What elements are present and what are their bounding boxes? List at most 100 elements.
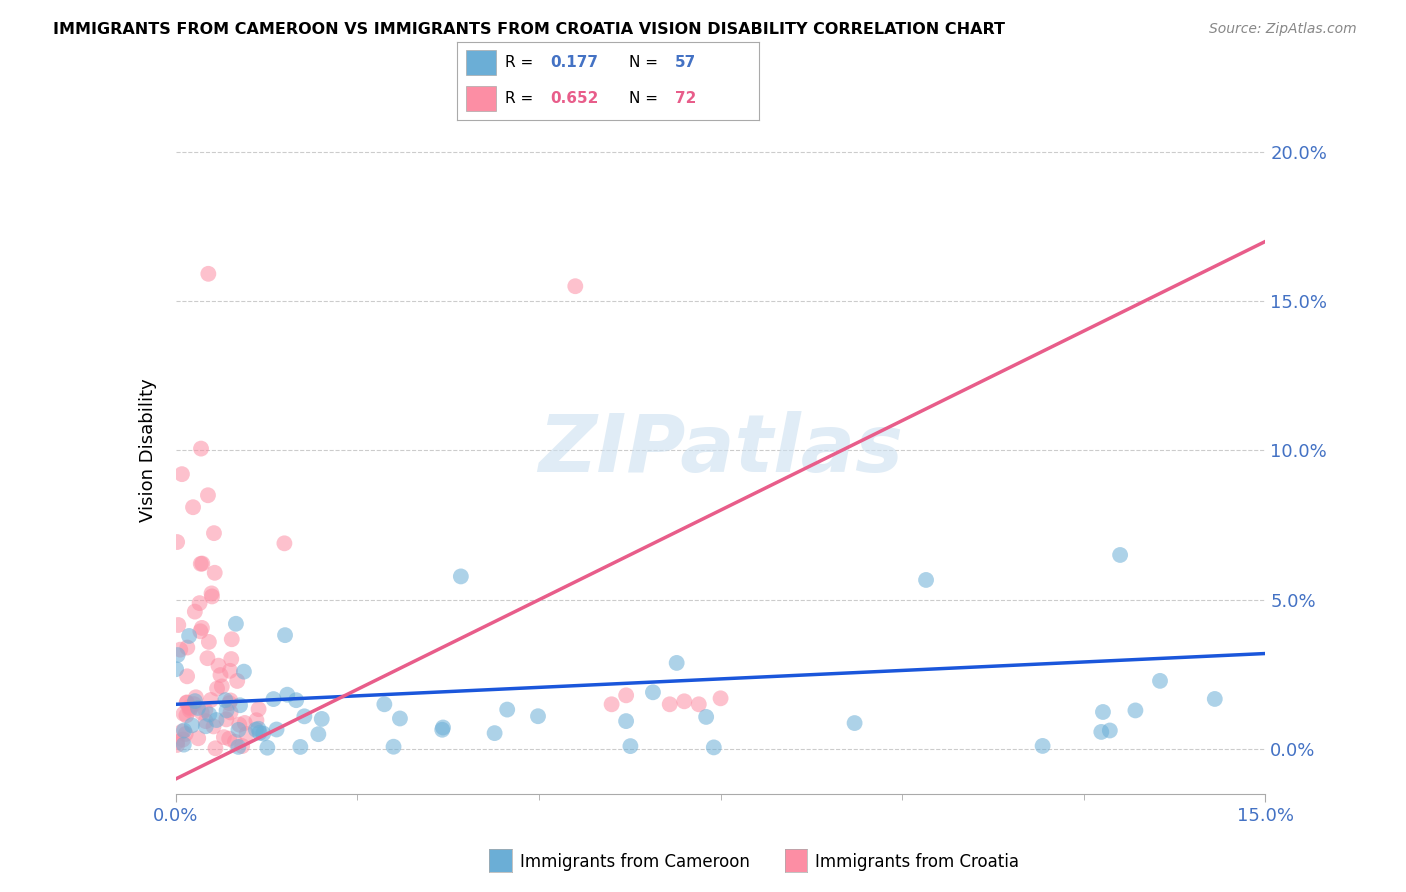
Point	[167, 618, 190, 632]
Point	[190, 557, 212, 571]
Point	[311, 712, 333, 726]
Point	[198, 707, 221, 722]
Point	[170, 467, 193, 482]
Point	[181, 500, 204, 515]
Point	[173, 723, 195, 738]
Point	[166, 535, 188, 549]
Point	[218, 696, 240, 710]
Point	[673, 694, 696, 708]
Point	[1098, 723, 1121, 738]
Point	[176, 708, 198, 723]
Point	[197, 267, 219, 281]
Point	[614, 689, 637, 703]
Point	[190, 624, 212, 639]
Text: R =: R =	[505, 54, 538, 70]
Point	[184, 694, 207, 708]
Point	[228, 723, 250, 737]
Point	[844, 716, 866, 731]
Point	[173, 706, 195, 721]
Point	[176, 640, 198, 655]
Point	[382, 739, 405, 754]
Point	[1090, 725, 1112, 739]
Point	[204, 741, 226, 756]
Point	[307, 727, 329, 741]
Point	[194, 719, 217, 733]
Text: Source: ZipAtlas.com: Source: ZipAtlas.com	[1209, 22, 1357, 37]
Point	[190, 442, 212, 456]
Point	[915, 573, 938, 587]
Point	[432, 723, 454, 737]
Point	[388, 711, 411, 725]
Point	[204, 566, 226, 580]
Text: Immigrants from Croatia: Immigrants from Croatia	[815, 853, 1019, 871]
Point	[183, 697, 205, 711]
Point	[1109, 548, 1132, 562]
Point	[1091, 705, 1114, 719]
Point	[188, 596, 211, 610]
Point	[450, 569, 472, 583]
Point	[202, 526, 225, 541]
Point	[179, 703, 201, 717]
Text: 72: 72	[675, 91, 696, 106]
Point	[600, 698, 623, 712]
Point	[209, 668, 232, 682]
Point	[695, 710, 717, 724]
Point	[194, 714, 217, 728]
Text: ZIPatlas: ZIPatlas	[538, 411, 903, 490]
Point	[207, 658, 229, 673]
Point	[292, 709, 315, 723]
Point	[1125, 703, 1147, 717]
Point	[256, 740, 278, 755]
Text: 57: 57	[675, 54, 696, 70]
Point	[266, 723, 288, 737]
Point	[641, 685, 664, 699]
Point	[219, 652, 242, 666]
Point	[179, 629, 201, 643]
Point	[527, 709, 550, 723]
Point	[191, 621, 214, 635]
Point	[225, 616, 247, 631]
Point	[228, 739, 250, 754]
Point	[218, 731, 240, 746]
Point	[179, 700, 201, 714]
Point	[187, 731, 209, 746]
Point	[190, 706, 212, 720]
Point	[219, 706, 242, 720]
Point	[273, 536, 295, 550]
Y-axis label: Vision Disability: Vision Disability	[139, 378, 157, 523]
Point	[212, 730, 235, 744]
Point	[176, 696, 198, 710]
Point	[173, 738, 195, 752]
Point	[226, 673, 249, 688]
Point	[231, 739, 253, 753]
Point	[187, 701, 209, 715]
Point	[614, 714, 637, 728]
Point	[205, 681, 228, 696]
Text: N =: N =	[630, 91, 664, 106]
Point	[197, 651, 219, 665]
Point	[285, 693, 308, 707]
Point	[180, 718, 202, 732]
Point	[165, 662, 187, 676]
Point	[688, 698, 710, 712]
Point	[496, 702, 519, 716]
Point	[205, 713, 228, 727]
Point	[215, 703, 238, 717]
Point	[229, 698, 252, 713]
Text: 0.652: 0.652	[551, 91, 599, 106]
Point	[169, 642, 191, 657]
Point	[172, 724, 194, 739]
Text: IMMIGRANTS FROM CAMEROON VS IMMIGRANTS FROM CROATIA VISION DISABILITY CORRELATIO: IMMIGRANTS FROM CAMEROON VS IMMIGRANTS F…	[53, 22, 1005, 37]
Point	[184, 690, 207, 705]
Point	[221, 632, 243, 647]
Point	[198, 635, 221, 649]
Point	[290, 739, 312, 754]
Bar	[465, 86, 496, 111]
Point	[249, 725, 271, 739]
Point	[166, 648, 188, 662]
Point	[1204, 692, 1226, 706]
Point	[484, 726, 506, 740]
Point	[263, 692, 285, 706]
Point	[276, 688, 298, 702]
Point	[710, 691, 733, 706]
